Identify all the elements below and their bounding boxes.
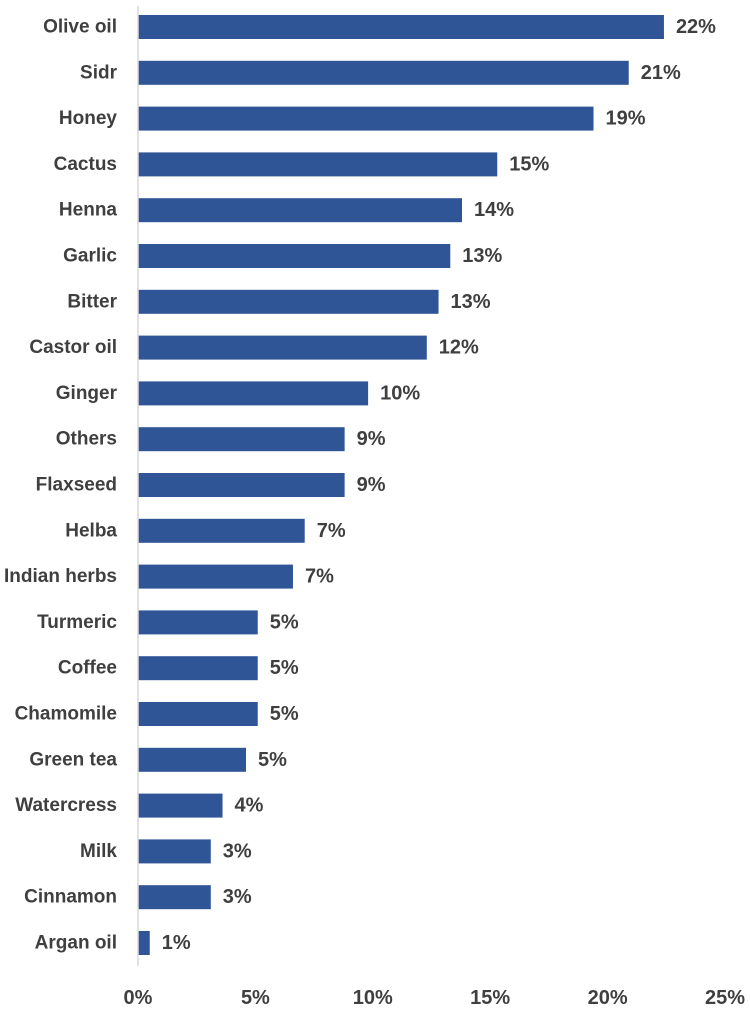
bar	[138, 931, 150, 955]
category-label: Sidr	[80, 62, 118, 83]
x-tick-label: 15%	[470, 987, 510, 1009]
x-tick-label: 0%	[124, 987, 153, 1009]
x-tick-label: 25%	[705, 987, 745, 1009]
bar	[138, 244, 451, 268]
bar	[138, 198, 463, 223]
category-label: Ginger	[56, 383, 118, 404]
data-label: 14%	[474, 199, 514, 221]
value-labels-group: 22% 21% 19% 15% 14% 13% 13% 12% 10% 9% 9% 7% 7% 5% 5% 5…	[162, 16, 716, 954]
data-label: 3%	[223, 840, 252, 862]
category-label: Honey	[59, 108, 118, 129]
category-label: Olive oil	[43, 17, 117, 38]
category-label: Watercress	[15, 795, 117, 816]
data-label: 5%	[270, 611, 299, 633]
bar	[138, 106, 594, 131]
bar	[138, 473, 345, 497]
bar	[138, 656, 258, 681]
bar	[138, 518, 305, 543]
x-tick-label: 20%	[588, 987, 628, 1009]
category-label: Henna	[59, 200, 118, 221]
x-tick-label: 10%	[353, 987, 393, 1009]
bar	[138, 747, 247, 772]
category-label: Castor oil	[29, 337, 117, 358]
category-label: Chamomile	[15, 704, 117, 725]
data-label: 5%	[258, 749, 287, 771]
data-label: 1%	[162, 932, 191, 954]
data-label: 22%	[676, 16, 716, 38]
data-label: 13%	[451, 291, 491, 313]
bar	[138, 885, 211, 910]
bar	[138, 60, 629, 85]
data-label: 7%	[305, 566, 334, 588]
category-label: Bitter	[67, 291, 117, 312]
category-label: Others	[56, 429, 117, 450]
bar	[138, 793, 223, 818]
data-label: 5%	[270, 657, 299, 679]
data-label: 13%	[462, 245, 502, 267]
bar	[138, 15, 664, 39]
data-label: 12%	[439, 337, 479, 359]
bar	[138, 564, 293, 589]
category-label: Turmeric	[37, 612, 117, 633]
data-label: 21%	[641, 62, 681, 84]
data-label: 19%	[606, 108, 646, 130]
bar	[138, 289, 439, 314]
bar	[138, 427, 345, 452]
bars-group	[138, 15, 664, 955]
category-label: Cinnamon	[24, 887, 117, 908]
category-label: Helba	[65, 520, 117, 541]
category-label: Coffee	[58, 658, 117, 679]
data-label: 4%	[235, 795, 264, 817]
bar	[138, 839, 211, 864]
bar	[138, 335, 427, 360]
bar	[138, 702, 258, 726]
category-label: Argan oil	[35, 933, 117, 954]
data-label: 9%	[357, 428, 386, 450]
category-label: Indian herbs	[4, 566, 117, 587]
data-label: 10%	[380, 382, 420, 404]
data-label: 9%	[357, 474, 386, 496]
category-label: Flaxseed	[36, 475, 117, 496]
bar	[138, 152, 498, 177]
data-label: 3%	[223, 886, 252, 908]
bar	[138, 610, 258, 635]
bar	[138, 381, 369, 406]
category-label: Cactus	[54, 154, 117, 175]
x-tick-labels-group: 0% 5% 10% 15% 20% 25%	[124, 987, 746, 1009]
category-label: Garlic	[63, 246, 117, 267]
x-tick-label: 5%	[241, 987, 270, 1009]
category-label: Milk	[80, 841, 117, 862]
data-label: 7%	[317, 520, 346, 542]
category-label: Green tea	[29, 749, 117, 770]
data-label: 5%	[270, 703, 299, 725]
data-label: 15%	[509, 153, 549, 175]
category-labels-group: Olive oil Sidr Honey Cactus Henna Garlic Bitte…	[4, 17, 118, 954]
